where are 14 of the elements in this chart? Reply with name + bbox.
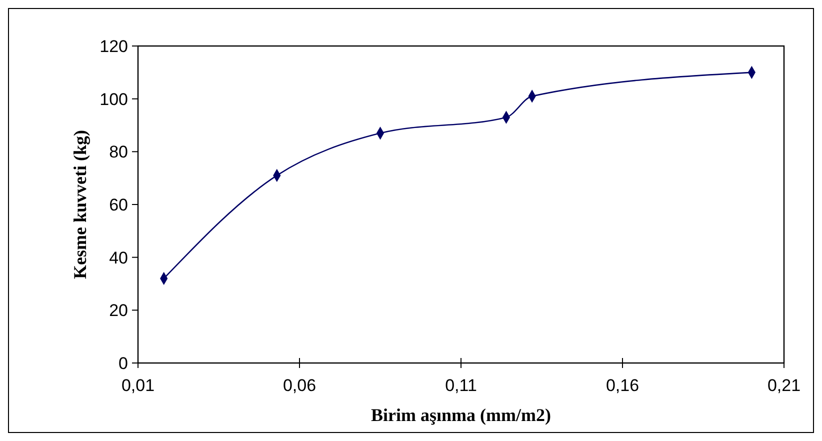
y-tick-label: 80: [109, 142, 128, 162]
x-axis-title: Birim aşınma (mm/m2): [371, 405, 551, 425]
x-tick-label: 0,06: [282, 376, 316, 395]
x-tick-label: 0,21: [767, 376, 801, 395]
y-tick-label: 120: [100, 36, 128, 56]
x-tick-label: 0,16: [606, 376, 640, 395]
x-tick-label: 0,01: [121, 376, 155, 395]
x-tick-label: 0,11: [445, 376, 477, 395]
y-tick-label: 20: [109, 301, 128, 320]
y-tick-label: 40: [109, 248, 128, 268]
y-axis-title: Kesme kuvveti (kg): [70, 130, 90, 279]
y-tick-label: 100: [100, 90, 128, 109]
y-tick-label: 60: [109, 195, 128, 214]
y-tick-label: 0: [118, 354, 128, 373]
